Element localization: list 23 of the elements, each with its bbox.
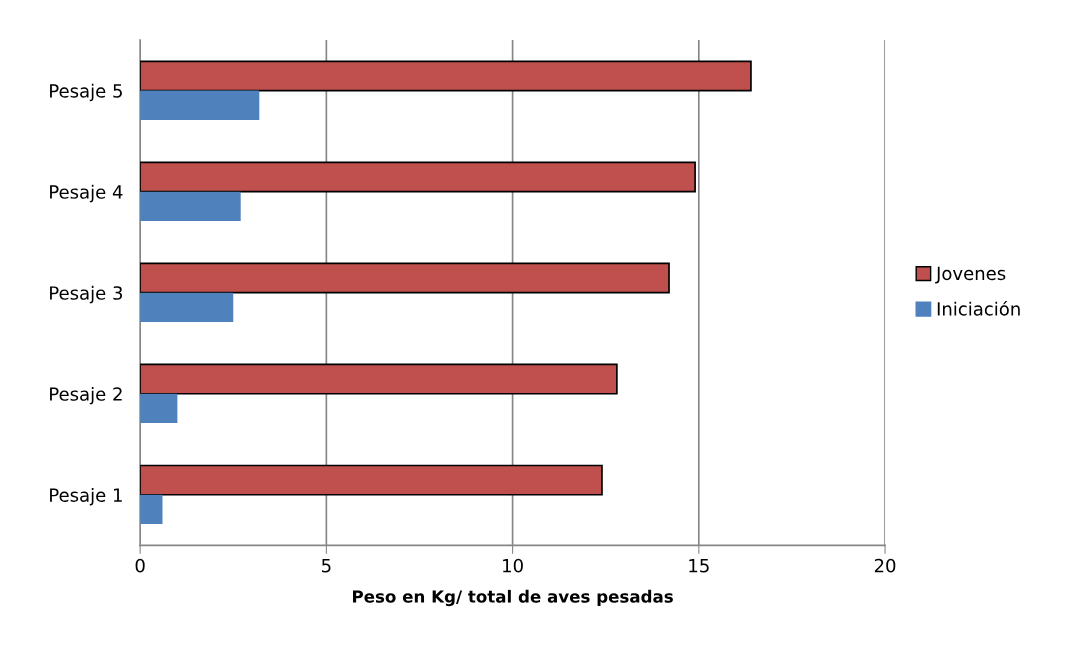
y-tick-label: Pesaje 2 — [50, 386, 122, 405]
x-tick-label: 5 — [322, 559, 331, 573]
x-tick-label: 0 — [135, 558, 145, 573]
bar — [140, 494, 163, 525]
x-axis-title: Peso en Kg/ total de aves pesadas — [353, 589, 673, 607]
bar — [140, 262, 670, 294]
y-tick-label: Pesaje 3 — [50, 285, 123, 304]
bar — [140, 393, 178, 424]
x-tick-label: 10 — [503, 558, 523, 573]
legend-label: Iniciación — [937, 301, 1020, 316]
legend-label: Jovenes — [935, 266, 1006, 284]
bar — [140, 191, 241, 221]
x-tick-label: 20 — [874, 558, 896, 573]
x-tick-label: 15 — [689, 559, 709, 573]
bar — [140, 292, 234, 322]
bar — [140, 464, 603, 496]
y-tick-label: Pesaje 5 — [50, 83, 122, 102]
bar — [140, 363, 618, 395]
bar — [140, 60, 752, 92]
bar — [140, 90, 260, 120]
y-tick-label: Pesaje 1 — [50, 487, 122, 506]
y-tick-label: Pesaje 4 — [50, 184, 123, 203]
bar — [140, 161, 696, 193]
